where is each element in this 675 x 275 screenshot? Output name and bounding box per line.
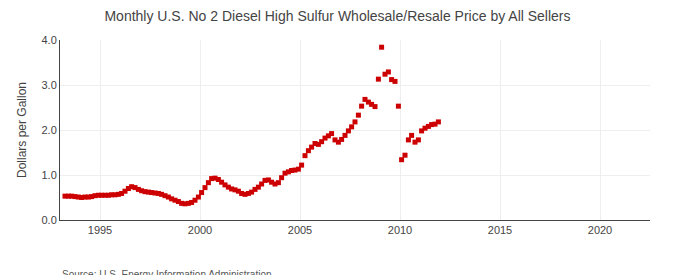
svg-text:Dollars per Gallon: Dollars per Gallon xyxy=(15,82,29,178)
svg-text:1995: 1995 xyxy=(88,224,112,236)
svg-text:0.0: 0.0 xyxy=(42,214,57,226)
svg-text:2000: 2000 xyxy=(188,224,212,236)
svg-text:3.0: 3.0 xyxy=(42,79,57,91)
svg-text:2020: 2020 xyxy=(588,224,612,236)
svg-text:Source: U.S. Energy Informatio: Source: U.S. Energy Information Administ… xyxy=(62,269,272,275)
svg-text:2.0: 2.0 xyxy=(42,124,57,136)
svg-text:2010: 2010 xyxy=(388,224,412,236)
svg-text:Monthly U.S. No 2 Diesel High: Monthly U.S. No 2 Diesel High Sulfur Who… xyxy=(104,8,570,24)
svg-text:4.0: 4.0 xyxy=(42,34,57,46)
svg-text:1.0: 1.0 xyxy=(42,169,57,181)
svg-text:2005: 2005 xyxy=(288,224,312,236)
svg-text:2015: 2015 xyxy=(488,224,512,236)
